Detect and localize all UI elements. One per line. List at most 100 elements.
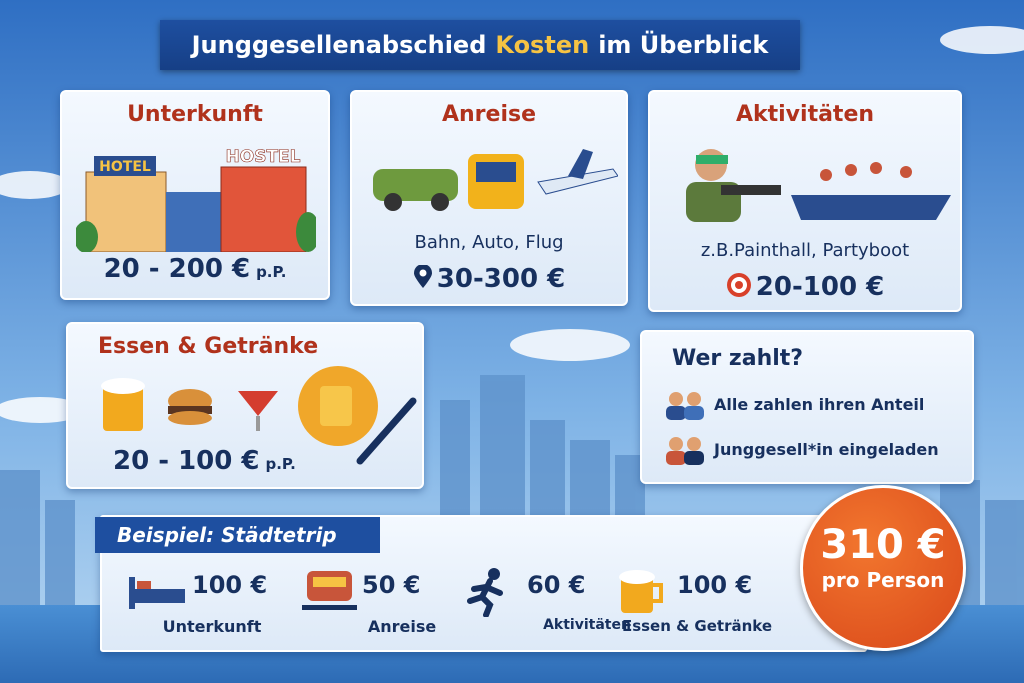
decoration bbox=[669, 392, 683, 406]
decoration bbox=[467, 578, 503, 617]
total-amount: 310 € bbox=[820, 522, 946, 568]
card-food: Essen & Getränke 20 - 100 € p.P. bbox=[66, 322, 424, 489]
decoration bbox=[684, 406, 704, 420]
decoration bbox=[669, 437, 683, 451]
example-label: Anreise bbox=[367, 617, 437, 636]
decoration bbox=[653, 583, 663, 603]
decoration bbox=[488, 568, 500, 580]
card-activities: Aktivitäten z.B.Painthall, Partyboot 20-… bbox=[648, 90, 962, 312]
big-beer bbox=[320, 386, 352, 426]
price: 30-300 € bbox=[352, 264, 626, 294]
bed-icon bbox=[129, 577, 185, 609]
decoration bbox=[687, 437, 701, 451]
decoration bbox=[621, 577, 653, 613]
example-label: Aktivitäten bbox=[543, 617, 631, 633]
decoration bbox=[734, 281, 743, 289]
sign-text: HOSTEL bbox=[226, 147, 301, 167]
sign-text: HOTEL bbox=[99, 159, 151, 175]
title-banner: Junggesellenabschied Kosten im Überblick bbox=[160, 20, 800, 70]
decoration bbox=[940, 26, 1024, 54]
wheel bbox=[431, 193, 449, 211]
group-icon bbox=[666, 392, 704, 420]
payment-option: Junggesell*in eingeladen bbox=[714, 440, 939, 459]
decoration bbox=[666, 451, 686, 465]
wheel bbox=[384, 193, 402, 211]
transport-icons bbox=[373, 149, 618, 211]
runner-icon bbox=[467, 568, 503, 617]
example-amount: 100 € bbox=[677, 571, 753, 599]
price: 20 - 100 € p.P. bbox=[113, 446, 467, 476]
card-accommodation: Unterkunft HOTEL HOSTEL 20 - 200 € p.P. bbox=[60, 90, 330, 300]
decoration bbox=[45, 500, 75, 610]
example-amount: 60 € bbox=[527, 571, 586, 599]
example-item: 50 € Anreise bbox=[292, 565, 472, 645]
example-item: 100 € Unterkunft bbox=[122, 565, 302, 645]
title-highlight: Kosten bbox=[495, 31, 590, 59]
patty bbox=[168, 406, 212, 414]
price-value: 20 - 200 € bbox=[103, 254, 251, 284]
title: im Überblick bbox=[598, 31, 769, 59]
target-icon bbox=[726, 273, 751, 297]
title: Junggesellenabschied bbox=[191, 31, 487, 59]
car bbox=[373, 169, 458, 201]
example-title: Beispiel: Städtetrip bbox=[95, 517, 380, 553]
decoration bbox=[900, 166, 912, 178]
goggles bbox=[696, 155, 728, 164]
price-value: 20 - 100 € bbox=[113, 446, 260, 476]
price-value: 20-100 € bbox=[755, 272, 885, 302]
description: z.B.Painthall, Partyboot bbox=[700, 240, 910, 261]
sign bbox=[94, 156, 156, 176]
decoration bbox=[684, 451, 704, 465]
beer bbox=[103, 386, 143, 431]
decoration bbox=[666, 406, 686, 420]
decoration bbox=[137, 581, 151, 589]
example-amount: 50 € bbox=[362, 571, 421, 599]
example-item: 100 € Essen & Getränke bbox=[607, 565, 787, 645]
plane-wing bbox=[568, 149, 593, 179]
total-badge: 310 € pro Person bbox=[800, 485, 966, 651]
train-icon bbox=[302, 571, 357, 610]
price-value: 30-300 € bbox=[436, 264, 566, 294]
marker bbox=[721, 185, 781, 195]
foam bbox=[101, 378, 145, 394]
tree bbox=[296, 212, 316, 252]
buildings-icon: HOTEL HOSTEL bbox=[76, 147, 316, 252]
party-people bbox=[820, 162, 912, 181]
plane bbox=[537, 168, 618, 195]
card-travel: Anreise Bahn, Auto, Flug 30-300 € bbox=[350, 90, 628, 306]
decoration bbox=[302, 605, 357, 610]
beer-icon bbox=[619, 570, 663, 613]
decoration bbox=[687, 392, 701, 406]
activity-icons bbox=[686, 149, 951, 222]
decoration bbox=[870, 162, 882, 174]
description: Bahn, Auto, Flug bbox=[414, 232, 564, 253]
payment-option: Alle zahlen ihren Anteil bbox=[714, 395, 925, 414]
pin-icon bbox=[413, 264, 432, 288]
decoration bbox=[129, 577, 135, 609]
cocktail bbox=[238, 391, 278, 416]
example-label: Unterkunft bbox=[162, 617, 262, 636]
example-item: 60 € Aktivitäten bbox=[457, 565, 637, 645]
hotel-building bbox=[85, 171, 167, 252]
card-title: Wer zahlt? bbox=[672, 346, 804, 371]
price: 20-100 € bbox=[650, 272, 960, 302]
example-amount: 100 € bbox=[192, 571, 268, 599]
hostel-building bbox=[220, 166, 307, 252]
card-title: Anreise bbox=[441, 102, 536, 127]
fork bbox=[356, 397, 417, 465]
decoration bbox=[0, 397, 85, 423]
boat bbox=[791, 195, 951, 220]
total-label: pro Person bbox=[821, 568, 945, 592]
card-title: Unterkunft bbox=[127, 102, 263, 127]
decoration bbox=[129, 589, 185, 603]
price-unit: p.P. bbox=[256, 263, 287, 281]
stem bbox=[256, 416, 260, 431]
decoration bbox=[0, 470, 40, 610]
price-unit: p.P. bbox=[265, 455, 296, 473]
bus-window bbox=[476, 162, 516, 182]
price: 20 - 200 € p.P. bbox=[62, 254, 328, 284]
tree bbox=[76, 221, 98, 252]
food-icons bbox=[101, 366, 417, 465]
